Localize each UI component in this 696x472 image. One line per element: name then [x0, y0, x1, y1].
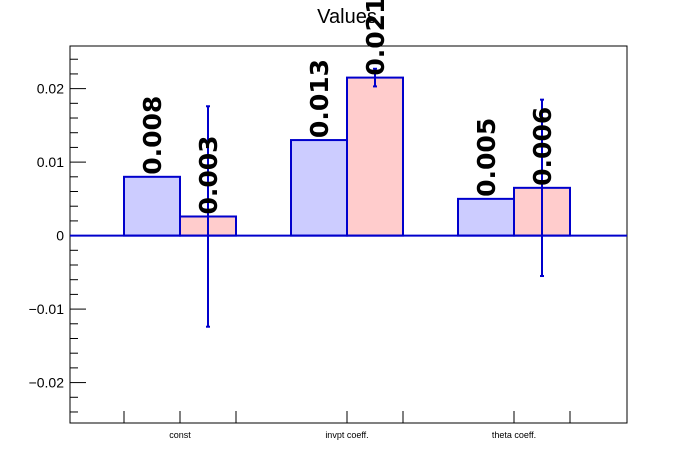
bar [123, 175, 181, 237]
x-category-label: invpt coeff. [325, 430, 368, 440]
chart-title: Values [317, 6, 377, 28]
error-bars-group [206, 67, 544, 328]
data-label: 0.021 [361, 0, 390, 76]
x-category-label: const [169, 430, 191, 440]
bar [290, 139, 348, 237]
y-tick-label: 0 [56, 228, 64, 244]
plot-frame [69, 45, 628, 424]
y-tick-label: 0.02 [37, 81, 64, 97]
data-label: 0.006 [528, 107, 557, 186]
y-tick-label: −0.02 [29, 375, 65, 391]
bar [346, 76, 404, 237]
y-axis: −0.02 −0.01 0 0.01 0.02 [29, 58, 86, 413]
bar [457, 197, 515, 237]
data-label: 0.008 [138, 96, 167, 175]
data-label: 0.005 [472, 118, 501, 197]
data-label: 0.013 [305, 59, 334, 138]
data-label: 0.003 [194, 135, 223, 214]
x-axis: const invpt coeff. theta coeff. [123, 411, 571, 440]
bars-group [123, 76, 571, 237]
y-tick-label: 0.01 [37, 154, 64, 170]
data-labels-group: 0.008 0.013 0.005 0.003 0.021 0.006 [138, 0, 557, 214]
x-category-label: theta coeff. [492, 430, 536, 440]
y-tick-label: −0.01 [29, 301, 65, 317]
